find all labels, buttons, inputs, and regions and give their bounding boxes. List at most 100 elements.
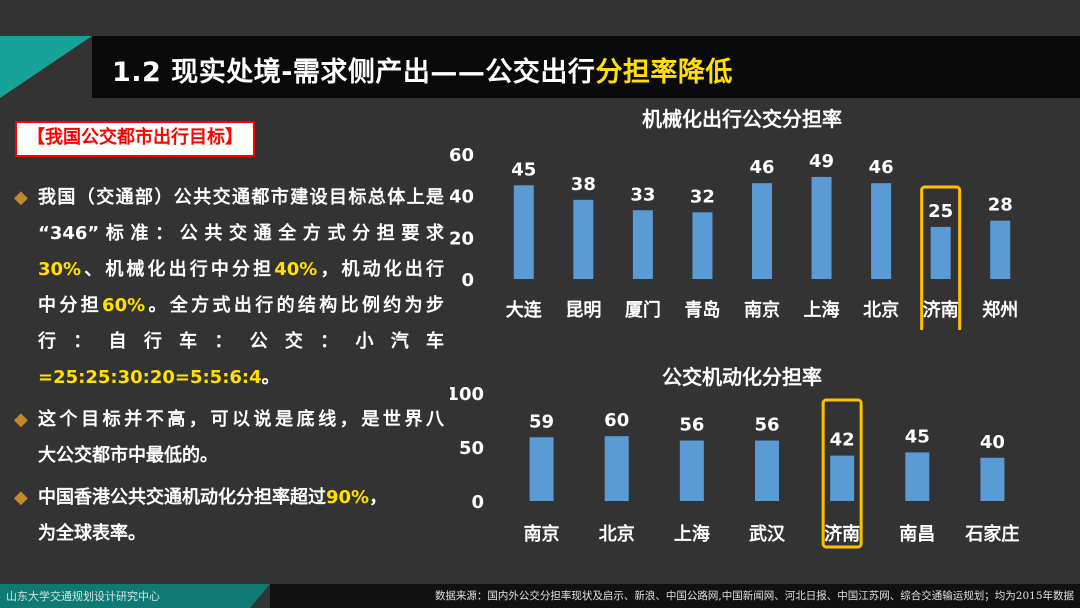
bullet-1-line-2: “346”标准：公共交通全方式分担要求 xyxy=(38,223,444,244)
data-label: 56 xyxy=(754,415,779,436)
bar-青岛 xyxy=(692,212,713,279)
data-label: 42 xyxy=(830,430,855,451)
highlight-frame xyxy=(920,185,962,330)
y-tick-label: 50 xyxy=(459,438,484,459)
bar-厦门 xyxy=(632,210,653,279)
chart-mechanized-share: 机械化出行公交分担率 0 20 40 60 45 大连 38 昆明 33 厦门 32 青岛 46 南京 49 上… xyxy=(450,107,1018,330)
x-tick-label: 济南 xyxy=(923,299,959,321)
data-label: 59 xyxy=(529,411,554,432)
footer-source: 数据来源：国内外公交分担率现状及启示、新浪、中国公路网,中国新闻网、河北日报、中… xyxy=(434,590,1074,602)
bullet-3-line-1: 中国香港公共交通机动化分担率超过90%， xyxy=(38,480,444,516)
x-tick-label: 昆明 xyxy=(565,300,601,321)
x-tick-label: 南京 xyxy=(744,299,780,321)
data-label: 32 xyxy=(690,186,715,207)
bullet-2-line-1: 这个目标并不高，可以说是底线，是世界八 xyxy=(38,409,444,430)
y-tick-label: 0 xyxy=(461,270,474,291)
text-part: ，机动化出行 xyxy=(317,259,445,280)
x-tick-label: 南京 xyxy=(524,523,560,545)
target-label: 【我国公交都市出行目标】 xyxy=(15,121,255,157)
data-label: 40 xyxy=(980,432,1005,453)
x-tick-label: 郑州 xyxy=(982,299,1018,321)
y-tick-label: 20 xyxy=(450,228,474,249)
bullet-1-line-4: 中分担60%。全方式出行的结构比例约为步 xyxy=(38,288,444,324)
data-label: 46 xyxy=(869,157,894,178)
x-tick-label: 北京 xyxy=(863,299,899,321)
x-tick-label: 大连 xyxy=(506,299,543,321)
bar-昆明 xyxy=(573,199,594,279)
bullet-list: ◆ 我国（交通部）公共交通都市建设目标总体上是 “346”标准：公共交通全方式分… xyxy=(12,180,444,558)
bullet-item-1: ◆ 我国（交通部）公共交通都市建设目标总体上是 “346”标准：公共交通全方式分… xyxy=(12,180,444,396)
title-highlight: 分担率降低 xyxy=(595,57,733,88)
data-label: 28 xyxy=(988,195,1013,216)
data-label: 49 xyxy=(809,151,834,172)
bullet-item-2: ◆ 这个目标并不高，可以说是底线，是世界八 大公交都市中最低的。 xyxy=(12,402,444,474)
value-40: 40% xyxy=(274,259,318,280)
bullet-1-line-6: =25:25:30:20=5:5:6:4。 xyxy=(38,360,444,396)
diamond-bullet-icon: ◆ xyxy=(14,409,28,430)
data-label: 45 xyxy=(905,426,930,447)
y-tick-label: 40 xyxy=(450,187,474,208)
bullet-1-line-1: 我国（交通部）公共交通都市建设目标总体上是 xyxy=(38,187,444,208)
title-accent-shape xyxy=(0,36,92,98)
x-tick-label: 南昌 xyxy=(899,523,935,545)
bar-济南 xyxy=(830,455,855,501)
footer-left-band xyxy=(0,584,250,608)
bar-南京 xyxy=(529,437,554,501)
text-part: 、机械化出行中分担 xyxy=(81,259,275,280)
y-tick-label: 0 xyxy=(471,492,484,513)
chart-title: 公交机动化分担率 xyxy=(662,365,822,389)
text-part: ， xyxy=(369,487,388,508)
ratio-value: =25:25:30:20=5:5:6:4 xyxy=(38,367,262,388)
value-60: 60% xyxy=(102,295,146,316)
data-label: 46 xyxy=(749,157,774,178)
text-part: 。全方式出行的结构比例约为步 xyxy=(145,295,445,316)
x-tick-label: 上海 xyxy=(804,299,840,321)
text-part: 。 xyxy=(261,367,280,388)
data-label: 45 xyxy=(511,159,536,180)
x-tick-label: 上海 xyxy=(674,523,710,545)
bar-北京 xyxy=(604,436,629,501)
y-tick-label: 100 xyxy=(450,384,484,405)
bar-上海 xyxy=(811,176,832,279)
bullet-1-line-3: 30%、机械化出行中分担40%，机动化出行 xyxy=(38,252,444,288)
bar-北京 xyxy=(871,183,892,279)
bullet-2-line-2: 大公交都市中最低的。 xyxy=(38,445,218,466)
title-bar: 1.2 现实处境-需求侧产出——公交出行分担率降低 xyxy=(0,36,1080,98)
page-title: 1.2 现实处境-需求侧产出——公交出行分担率降低 xyxy=(112,50,733,89)
x-tick-label: 青岛 xyxy=(684,299,720,321)
chart-motorized-share: 公交机动化分担率 0 50 100 59 南京 60 北京 56 上海 56 武汉 42 济南 45 南昌 40… xyxy=(450,365,1019,549)
data-label: 60 xyxy=(604,410,629,431)
bar-武汉 xyxy=(755,440,779,501)
diamond-bullet-icon: ◆ xyxy=(14,487,28,508)
bar-石家庄 xyxy=(980,457,1005,501)
bar-上海 xyxy=(679,440,704,501)
footer-right-band xyxy=(270,584,1080,608)
bar-大连 xyxy=(513,185,534,279)
bar-南京 xyxy=(752,183,772,279)
bullet-item-3: ◆ 中国香港公共交通机动化分担率超过90%， 为全球表率。 xyxy=(12,480,444,552)
data-label: 25 xyxy=(928,201,953,222)
highlight-frame xyxy=(821,398,863,549)
value-90: 90% xyxy=(326,487,370,508)
bar-南昌 xyxy=(905,452,930,501)
value-30: 30% xyxy=(38,259,82,280)
x-tick-label: 厦门 xyxy=(625,299,661,321)
bar-郑州 xyxy=(990,220,1011,279)
x-tick-label: 北京 xyxy=(599,523,635,545)
text-part: 中分担 xyxy=(38,295,103,316)
x-tick-label: 石家庄 xyxy=(964,523,1019,545)
x-tick-label: 济南 xyxy=(824,523,860,545)
title-prefix: 1.2 现实处境-需求侧产出——公交出行 xyxy=(112,57,596,88)
data-label: 38 xyxy=(571,174,596,195)
diamond-bullet-icon: ◆ xyxy=(14,187,28,208)
bar-济南 xyxy=(930,226,951,279)
data-label: 33 xyxy=(630,184,655,205)
title-background xyxy=(92,36,1080,98)
bullet-1-line-5: 行：自行车：公交：小汽车 xyxy=(38,331,444,352)
y-tick-label: 60 xyxy=(450,145,474,166)
chart-title: 机械化出行公交分担率 xyxy=(642,107,842,131)
text-part: 中国香港公共交通机动化分担率超过 xyxy=(38,487,326,508)
bullet-3-line-2: 为全球表率。 xyxy=(38,523,146,544)
data-label: 56 xyxy=(679,415,704,436)
footer-left-tip xyxy=(250,584,270,608)
